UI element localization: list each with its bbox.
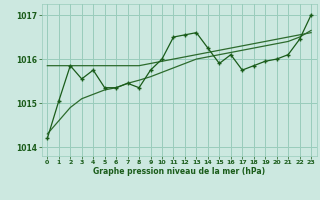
X-axis label: Graphe pression niveau de la mer (hPa): Graphe pression niveau de la mer (hPa) (93, 167, 265, 176)
